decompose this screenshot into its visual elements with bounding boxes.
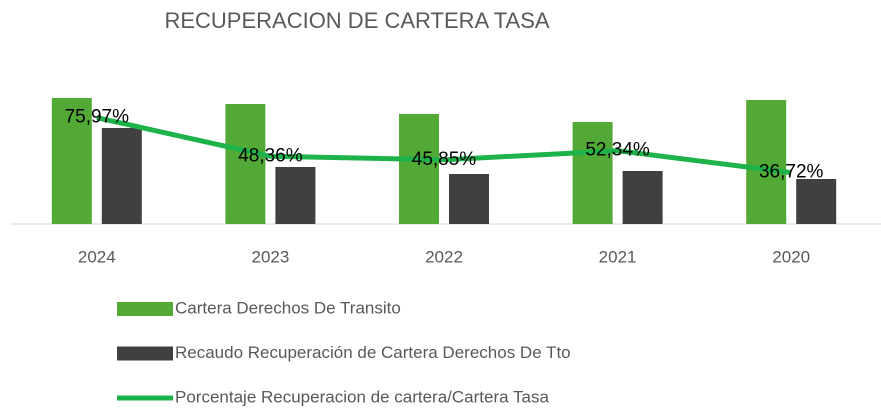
x-tick-label: 2020 xyxy=(772,247,810,266)
data-label: 36,72% xyxy=(759,162,824,183)
line xyxy=(96,115,792,176)
legend-swatch xyxy=(117,346,173,361)
bar xyxy=(51,98,92,224)
legend-swatch xyxy=(117,302,173,316)
bar xyxy=(796,179,837,224)
bar xyxy=(101,128,142,224)
bar xyxy=(275,167,316,224)
chart-title: RECUPERACION DE CARTERA TASA xyxy=(164,8,549,33)
x-tick-label: 2024 xyxy=(78,247,116,266)
bar xyxy=(449,174,489,224)
data-label: 75,97% xyxy=(65,107,130,128)
bar xyxy=(622,171,663,224)
bar xyxy=(225,104,266,224)
legend-label: Cartera Derechos De Transito xyxy=(175,298,401,317)
bar xyxy=(399,114,439,224)
legend-label: Porcentaje Recuperacion de cartera/Carte… xyxy=(175,387,549,406)
bar xyxy=(572,122,613,224)
legend-label: Recaudo Recuperación de Cartera Derechos… xyxy=(175,343,571,362)
x-tick-label: 2021 xyxy=(599,247,637,266)
data-label: 48,36% xyxy=(238,145,303,166)
data-label: 52,34% xyxy=(585,140,650,161)
bar xyxy=(746,100,787,224)
data-label: 45,85% xyxy=(412,149,477,170)
x-tick-label: 2023 xyxy=(251,247,289,266)
x-tick-label: 2022 xyxy=(425,247,463,266)
